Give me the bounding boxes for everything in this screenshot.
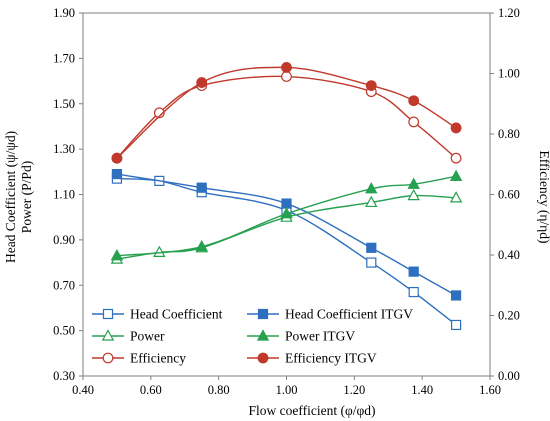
series-line-efficiency: [116, 75, 457, 159]
series-power-itgv: [110, 169, 463, 261]
data-point-efficiency-itgv: [450, 122, 462, 134]
data-point-power: [365, 195, 378, 208]
data-point-efficiency-itgv: [111, 152, 123, 164]
y-axis-left-label-line2: Power (P/Pd): [19, 161, 34, 233]
x-tick-label: 0.40: [72, 383, 94, 397]
legend-label: Power: [130, 329, 165, 344]
y-left-tick-label: 0.70: [53, 278, 75, 292]
y-right-tick-label: 0.60: [498, 188, 520, 202]
legend-entry-head-coefficient-itgv: Head Coefficient ITGV: [247, 307, 413, 322]
legend-marker: [102, 308, 114, 320]
data-point-power: [449, 191, 463, 203]
legend-marker: [102, 352, 114, 364]
data-point-head-coefficient: [450, 319, 462, 331]
data-point-power-itgv: [407, 177, 420, 189]
y-left-tick-label: 1.30: [53, 142, 75, 156]
x-tick-label: 1.40: [411, 383, 433, 397]
y-right-tick-label: 1.20: [498, 6, 520, 20]
legend-label: Efficiency ITGV: [285, 351, 377, 366]
legend-marker: [101, 329, 115, 341]
y-axis-right-label: Efficiency (η/ηd): [537, 151, 550, 244]
x-tick-label: 1.20: [343, 383, 365, 397]
data-point-power-itgv: [280, 207, 293, 219]
data-point-head-coefficient: [408, 286, 419, 298]
legend-entry-efficiency-itgv: Efficiency ITGV: [247, 351, 377, 366]
axes: 0.40 0.60 0.80 1.00 1.20 1.40 1.60 0.30 0.50 0.70…: [53, 6, 520, 397]
legend-entry-head-coefficient: Head Coefficient: [92, 307, 223, 322]
y-axis-left-label-line1: Head Coefficient (ψ/ψd): [3, 131, 18, 263]
legend-label: Head Coefficient ITGV: [285, 307, 413, 322]
data-point-efficiency: [408, 116, 420, 128]
y-left-tick-label: 1.70: [53, 51, 75, 65]
y-right-tick-label: 0.40: [498, 248, 520, 262]
data-point-power-itgv: [110, 249, 124, 261]
data-point-power-itgv: [365, 182, 378, 194]
data-point-efficiency-itgv: [281, 62, 292, 73]
y-right-tick-label: 0.80: [498, 127, 520, 141]
series-head-coefficient-itgv: [111, 168, 462, 301]
data-point-head-coefficient-itgv: [366, 242, 377, 253]
legend-label: Head Coefficient: [130, 307, 223, 322]
data-point-power: [153, 245, 166, 257]
x-tick-label: 0.80: [208, 383, 230, 397]
data-point-power-itgv: [449, 169, 463, 181]
data-point-efficiency: [281, 71, 292, 82]
y-left-tick-label: 1.50: [53, 97, 75, 111]
legend-entry-power: Power: [92, 329, 165, 344]
data-point-power: [407, 188, 420, 201]
legend-entry-efficiency: Efficiency: [92, 351, 186, 366]
data-point-head-coefficient-itgv: [196, 182, 207, 193]
data-point-efficiency-itgv: [365, 80, 377, 91]
legend-label: Power ITGV: [285, 329, 355, 344]
x-axis-label: Flow coefficient (φ/φd): [248, 403, 375, 418]
legend-entry-power-itgv: Power ITGV: [247, 329, 355, 344]
series-line-head-coefficient-itgv: [116, 173, 457, 297]
y-right-tick-label: 0.00: [498, 369, 520, 383]
series-layer: [110, 62, 463, 331]
x-tick-label: 1.60: [479, 383, 501, 397]
data-point-efficiency: [450, 152, 462, 164]
series-efficiency-itgv: [111, 62, 462, 164]
data-point-power-itgv: [195, 239, 208, 252]
data-point-head-coefficient-itgv: [450, 290, 462, 301]
data-point-head-coefficient-itgv: [111, 168, 123, 180]
legend: Head Coefficient Head Coefficient ITGV Pow…: [92, 307, 413, 366]
data-point-head-coefficient-itgv: [408, 266, 419, 277]
legend-marker: [256, 329, 270, 341]
x-tick-label: 1.00: [276, 383, 298, 397]
data-point-efficiency-itgv: [408, 95, 420, 107]
y-right-tick-label: 0.20: [498, 309, 520, 323]
y-left-tick-label: 0.30: [53, 369, 75, 383]
legend-label: Efficiency: [130, 351, 186, 366]
x-tick-label: 0.60: [140, 383, 162, 397]
data-point-efficiency: [153, 107, 165, 119]
data-point-head-coefficient-itgv: [281, 198, 292, 209]
y-left-tick-label: 0.90: [53, 233, 75, 247]
series-efficiency: [111, 71, 462, 164]
y-left-tick-label: 0.50: [53, 324, 75, 338]
y-left-tick-label: 1.10: [53, 188, 75, 202]
legend-marker: [257, 352, 269, 364]
y-right-tick-label: 1.00: [498, 67, 520, 81]
data-point-head-coefficient: [366, 257, 377, 268]
data-point-efficiency-itgv: [196, 77, 208, 88]
legend-marker: [257, 308, 269, 320]
y-left-tick-label: 1.90: [53, 6, 75, 20]
